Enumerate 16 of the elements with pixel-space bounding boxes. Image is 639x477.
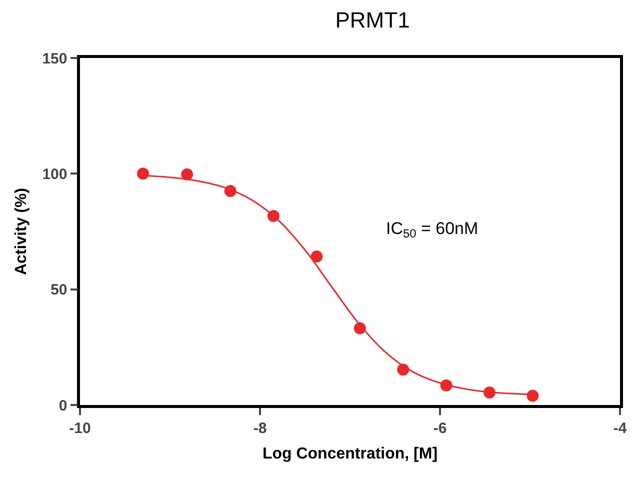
y-tick-label: 150 [42, 50, 68, 68]
point [181, 168, 194, 180]
y-tick-label: 0 [58, 397, 68, 414]
x-tick-label: -6 [433, 420, 447, 437]
x-axis-title: Log Concentration, [M] [262, 445, 438, 462]
annotation: IC$_{50}$ = 60nM [386, 219, 478, 241]
point [526, 390, 539, 402]
x-tick-label: -10 [69, 420, 91, 437]
y-axis-title: Activity (%) [13, 188, 30, 276]
point [310, 250, 323, 262]
x-tick-label: -8 [253, 420, 267, 437]
chart-title: PRMT1 [335, 7, 410, 32]
x-tick-label: -4 [613, 420, 628, 437]
y-tick-label: 50 [50, 282, 68, 299]
y-tick-label: 100 [42, 166, 68, 183]
point [137, 168, 149, 180]
